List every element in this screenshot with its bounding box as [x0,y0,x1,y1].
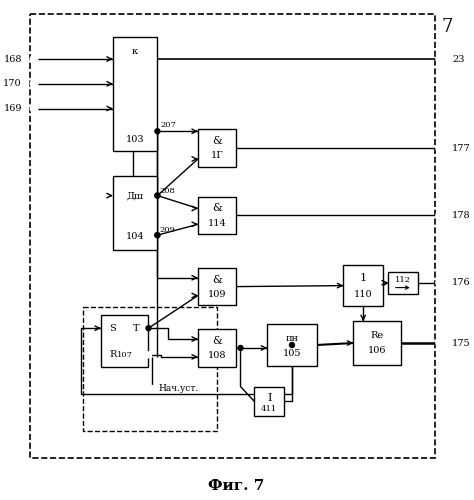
Circle shape [155,129,160,134]
Text: 169: 169 [3,104,22,113]
Bar [83,308,217,431]
Text: 106: 106 [368,346,386,356]
Text: 176: 176 [452,278,471,287]
Text: к: к [132,46,138,56]
Text: 177: 177 [452,144,471,152]
Bar [101,316,148,367]
Text: 108: 108 [208,352,226,360]
Text: 114: 114 [208,219,226,228]
Text: S: S [109,324,116,332]
Circle shape [436,279,443,286]
Text: 103: 103 [126,134,145,143]
Bar [198,329,236,367]
Circle shape [436,212,443,219]
Bar [255,386,284,416]
Text: 104: 104 [126,232,145,240]
Text: 208: 208 [159,186,175,194]
Bar [113,38,157,151]
Text: 107: 107 [117,351,133,359]
Circle shape [436,144,443,152]
Text: T: T [133,324,140,332]
Circle shape [155,193,160,198]
Bar [198,130,236,167]
Text: R: R [109,350,117,360]
Circle shape [146,326,151,330]
Circle shape [30,80,37,87]
Text: Фиг. 7: Фиг. 7 [209,478,265,492]
Text: 112: 112 [395,276,411,283]
Text: &: & [212,336,222,346]
Text: &: & [212,204,222,214]
Text: 175: 175 [452,338,471,347]
Bar [353,321,401,365]
Bar [30,14,436,458]
Text: пн: пн [285,334,299,342]
Text: 110: 110 [354,290,373,299]
Circle shape [30,105,37,112]
Circle shape [238,346,243,350]
Text: 209: 209 [159,226,175,234]
Text: &: & [212,136,222,146]
Circle shape [30,56,37,62]
Bar [267,324,317,366]
Text: Нач.уст.: Нач.уст. [158,384,199,393]
Text: 178: 178 [452,211,471,220]
Text: 1: 1 [360,272,367,282]
Text: 1Г: 1Г [210,152,223,160]
Bar [344,265,383,306]
Bar [198,196,236,234]
Text: Дш: Дш [127,191,144,200]
Text: Rе: Rе [371,330,383,340]
Circle shape [290,342,294,347]
Text: 168: 168 [3,54,22,64]
Text: 411: 411 [261,406,277,413]
Text: 170: 170 [3,80,22,88]
Circle shape [155,193,160,198]
Bar [113,176,157,250]
Text: 23: 23 [452,54,465,64]
Circle shape [436,340,443,346]
Text: 207: 207 [160,122,176,130]
Bar [198,268,236,306]
Circle shape [155,232,160,237]
Circle shape [155,232,160,237]
Circle shape [436,56,443,62]
Circle shape [146,352,152,358]
Text: 105: 105 [283,350,301,358]
Text: I: I [267,394,272,404]
Bar [388,272,418,293]
Text: 7: 7 [442,18,453,36]
Text: &: & [212,274,222,284]
Text: 109: 109 [208,290,226,299]
Circle shape [149,386,155,392]
